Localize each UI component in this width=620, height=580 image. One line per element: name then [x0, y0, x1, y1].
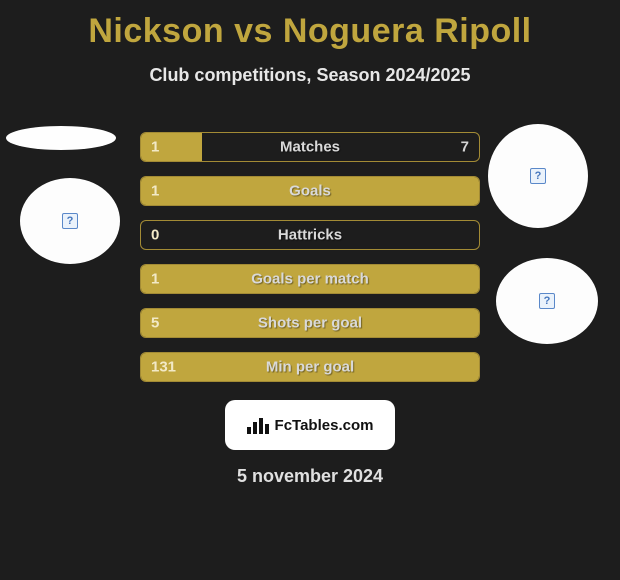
stats-table: 1 Matches 7 1 Goals 0 Hattricks 1 Goals per matc…: [140, 132, 480, 382]
stat-row: 1 Matches 7: [140, 132, 480, 162]
subtitle: Club competitions, Season 2024/2025: [0, 65, 620, 86]
stat-left-value: 131: [151, 359, 176, 376]
stat-row: 1 Goals per match: [140, 264, 480, 294]
stat-row: 5 Shots per goal: [140, 308, 480, 338]
unknown-icon: ?: [530, 168, 546, 184]
stat-row: 131 Min per goal: [140, 352, 480, 382]
player-avatar-left: ?: [20, 178, 120, 264]
stat-left-value: 1: [151, 183, 159, 200]
stat-label: Goals: [289, 183, 331, 200]
stat-label: Min per goal: [266, 359, 354, 376]
brand-text: FcTables.com: [275, 417, 374, 434]
unknown-icon: ?: [62, 213, 78, 229]
stat-left-value: 0: [151, 227, 159, 244]
stat-label: Hattricks: [278, 227, 342, 244]
stat-left-value: 1: [151, 139, 159, 156]
stat-label: Matches: [280, 139, 340, 156]
page-title: Nickson vs Noguera Ripoll: [0, 0, 620, 51]
date-caption: 5 november 2024: [0, 466, 620, 487]
player-avatar-right-top: ?: [488, 124, 588, 228]
player-avatar-right-bottom: ?: [496, 258, 598, 344]
oval-shadow-left: [6, 126, 116, 150]
stat-row: 1 Goals: [140, 176, 480, 206]
stat-label: Shots per goal: [258, 315, 362, 332]
stat-label: Goals per match: [251, 271, 369, 288]
stat-left-value: 5: [151, 315, 159, 332]
brand-badge: FcTables.com: [225, 400, 395, 450]
unknown-icon: ?: [539, 293, 555, 309]
bars-icon: [247, 416, 269, 434]
stat-left-value: 1: [151, 271, 159, 288]
stat-right-value: 7: [461, 139, 469, 156]
stat-row: 0 Hattricks: [140, 220, 480, 250]
